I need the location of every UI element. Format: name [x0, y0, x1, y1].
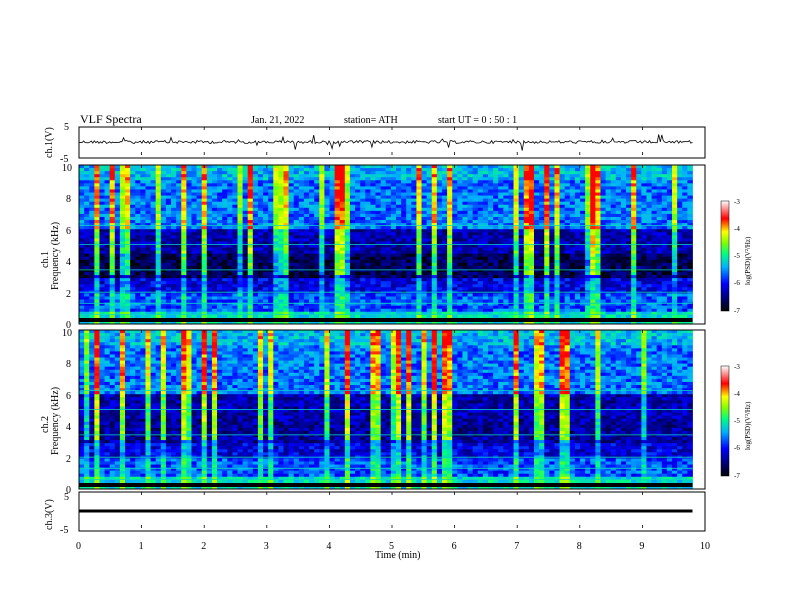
ch1-freq-tick-2: 2	[66, 289, 71, 300]
ch2-spectrogram-panel: 10 8 6 4 2 0 ch.2 Frequency (kHz)	[40, 328, 706, 496]
ch2-freq-tick-6: 6	[66, 391, 71, 402]
ch2-freq-axis-label: Frequency (kHz)	[50, 387, 61, 455]
ch2-freq-tick-8: 8	[66, 359, 71, 370]
ch2-freq-tick-2: 2	[66, 454, 71, 465]
ch1-cbar-tick-6: -6	[734, 279, 740, 287]
ch3-ylabel: ch.3(V)	[44, 499, 55, 530]
station-label: station= ATH	[344, 115, 398, 126]
ch2-colorbar-gradient	[720, 365, 730, 477]
time-tick-6: 6	[452, 541, 457, 552]
time-tick-9: 9	[639, 541, 644, 552]
ch2-channel-label: ch.2	[40, 416, 51, 433]
time-tick-0: 0	[76, 541, 81, 552]
ch2-freq-tick-4: 4	[66, 422, 71, 433]
ch2-cbar-tick-6: -6	[734, 444, 740, 452]
time-axis-label: Time (min)	[375, 550, 420, 561]
ch2-cbar-tick-3: -3	[734, 363, 740, 371]
ch1-ylabel: ch.1(V)	[44, 127, 55, 158]
time-tick-4: 4	[326, 541, 331, 552]
ch1-colorbar: -3 -4 -5 -6 -7 log(PSD)(V²/Hz)	[720, 198, 752, 315]
ch3-waveform-panel: 5 -5 ch.3(V)	[44, 491, 706, 536]
time-tick-7: 7	[514, 541, 519, 552]
time-tick-2: 2	[201, 541, 206, 552]
time-tick-1: 1	[139, 541, 144, 552]
ch1-freq-tick-0: 0	[66, 320, 71, 331]
ch1-ytick-bottom: -5	[60, 154, 68, 165]
ch2-freq-tick-10: 10	[62, 328, 72, 339]
time-tick-10: 10	[700, 541, 710, 552]
ch3-ytick-bottom: -5	[60, 525, 68, 536]
ch1-cbar-tick-7: -7	[734, 307, 740, 315]
ch1-freq-tick-4: 4	[66, 257, 71, 268]
ch2-colorbar: -3 -4 -5 -6 -7 log(PSD)(V²/Hz)	[720, 363, 752, 480]
start-time-label: start UT = 0 : 50 : 1	[438, 115, 517, 126]
ch1-freq-tick-10: 10	[62, 163, 72, 174]
ch2-cbar-tick-5: -5	[734, 417, 740, 425]
ch1-cbar-tick-3: -3	[734, 198, 740, 206]
ch1-waveform-trace	[78, 134, 693, 151]
ch1-spectrogram-image	[79, 165, 693, 325]
ch1-colorbar-gradient	[720, 200, 730, 312]
ch1-waveform-panel: 5 -5 ch.1(V)	[44, 122, 706, 165]
ch2-spectrogram-image	[79, 330, 693, 490]
ch1-cbar-tick-5: -5	[734, 252, 740, 260]
ch2-cbar-tick-4: -4	[734, 390, 740, 398]
ch1-freq-axis-label: Frequency (kHz)	[50, 222, 61, 290]
ch1-cbar-tick-4: -4	[734, 225, 740, 233]
ch1-freq-tick-6: 6	[66, 226, 71, 237]
ch1-ytick-top: 5	[64, 122, 69, 133]
date-label: Jan. 21, 2022	[251, 115, 304, 126]
ch2-cbar-label: log(PSD)(V²/Hz)	[744, 401, 752, 450]
time-tick-5: 5	[389, 541, 394, 552]
time-tick-8: 8	[577, 541, 582, 552]
ch1-freq-tick-8: 8	[66, 194, 71, 205]
ch1-cbar-label: log(PSD)(V²/Hz)	[744, 236, 752, 285]
ch2-freq-tick-0: 0	[66, 485, 71, 496]
ch2-cbar-tick-7: -7	[734, 472, 740, 480]
figure-title: VLF Spectra	[80, 112, 142, 126]
ch1-channel-label: ch.1	[40, 251, 51, 268]
ch1-spectrogram-panel: 10 8 6 4 2 0 ch.1 Frequency (kHz)	[40, 163, 706, 331]
time-axis: 0 1 2 3 4 5 6 7 8 9 10	[76, 127, 710, 552]
time-tick-3: 3	[264, 541, 269, 552]
ch3-ytick-top: 5	[64, 492, 69, 503]
